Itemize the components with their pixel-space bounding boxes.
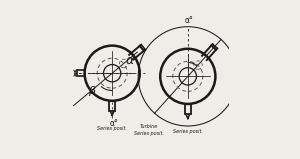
Bar — [77, 70, 85, 76]
Text: α°: α° — [185, 16, 194, 25]
Text: β: β — [88, 86, 95, 96]
Text: Series posit.: Series posit. — [97, 126, 127, 131]
Text: α°: α° — [109, 119, 118, 128]
Text: Series posit.: Series posit. — [173, 129, 203, 134]
Bar — [185, 104, 191, 114]
Bar — [109, 101, 115, 111]
Text: α: α — [125, 54, 134, 67]
Text: Turbine
Series posit.: Turbine Series posit. — [134, 124, 164, 136]
